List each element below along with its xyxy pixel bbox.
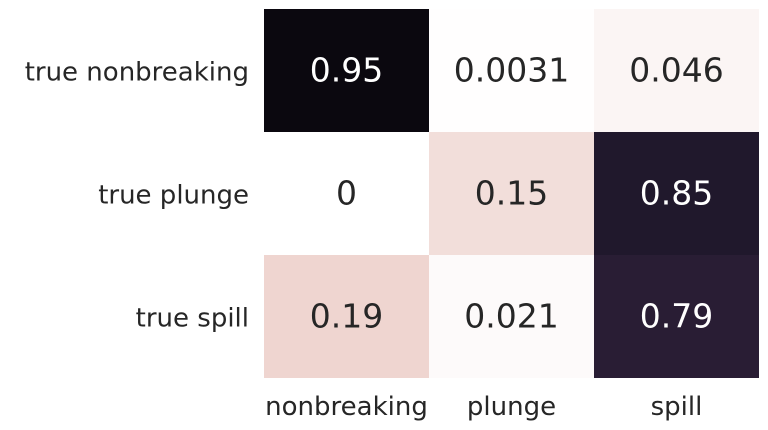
x-tick-label: nonbreaking: [265, 392, 428, 422]
y-tick-label: true plunge: [98, 181, 249, 211]
cell-value-label: 0.95: [310, 51, 383, 90]
heatmap-cells: [264, 9, 759, 378]
heatmap-cell: [264, 9, 429, 132]
heatmap-cell: [429, 132, 594, 255]
cell-value-label: 0.19: [310, 297, 383, 336]
y-tick-label: true spill: [136, 304, 249, 334]
x-tick-label: plunge: [467, 392, 556, 422]
cell-value-labels: 0.95 0.0031 0.046 0 0.15 0.85 0.19 0.021 0.79: [310, 51, 724, 336]
cell-value-label: 0.85: [640, 174, 713, 213]
y-tick-labels: true nonbreaking true plunge true spill: [25, 58, 249, 334]
cell-value-label: 0: [336, 174, 357, 213]
cell-value-label: 0.046: [629, 51, 723, 90]
cell-value-label: 0.0031: [454, 51, 569, 90]
heatmap-cell: [594, 132, 759, 255]
y-tick-label: true nonbreaking: [25, 58, 249, 88]
cell-value-label: 0.021: [464, 297, 558, 336]
x-tick-label: spill: [651, 392, 703, 422]
heatmap-cell: [429, 255, 594, 378]
x-tick-labels: nonbreaking plunge spill: [265, 392, 702, 422]
heatmap-cell: [264, 255, 429, 378]
heatmap-cell: [429, 9, 594, 132]
cell-value-label: 0.15: [475, 174, 548, 213]
heatmap-cell: [594, 9, 759, 132]
cell-value-label: 0.79: [640, 297, 713, 336]
heatmap-cell: [264, 132, 429, 255]
heatmap-cell: [594, 255, 759, 378]
